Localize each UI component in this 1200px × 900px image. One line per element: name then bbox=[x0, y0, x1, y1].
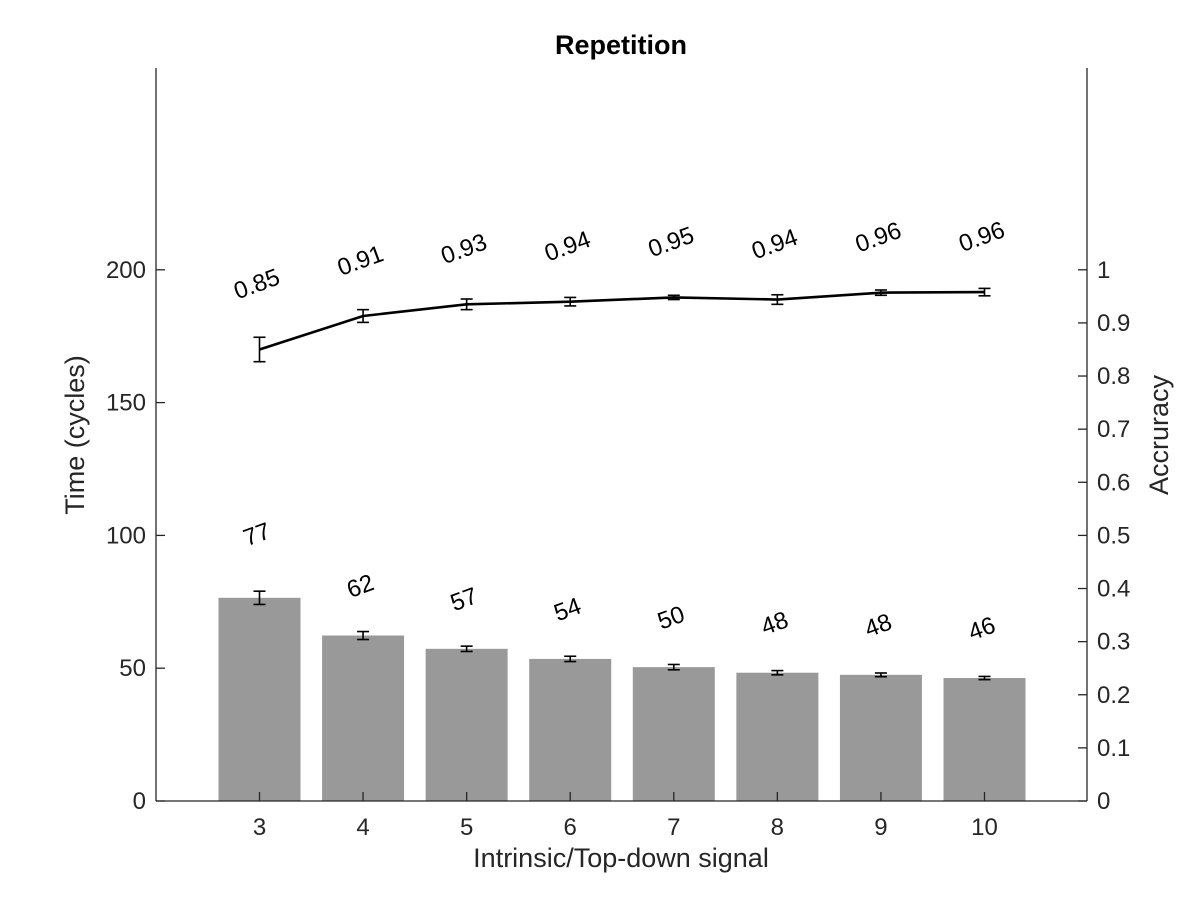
accuracy-error-6 bbox=[564, 296, 577, 307]
x-tick-label-6: 6 bbox=[564, 814, 577, 841]
accuracy-error-4 bbox=[357, 308, 370, 324]
accuracy-error-7 bbox=[667, 294, 680, 301]
accuracy-error-5 bbox=[460, 298, 473, 311]
accuracy-label-10: 0.96 bbox=[955, 216, 1008, 257]
accuracy-label-5: 0.93 bbox=[438, 229, 491, 270]
bar-6 bbox=[529, 658, 612, 801]
y2-tick-label-0.1: 0.1 bbox=[1097, 735, 1130, 762]
y-tick-label-150: 150 bbox=[106, 390, 146, 417]
y2-tick-label-1: 1 bbox=[1097, 257, 1110, 284]
y2-tick-label-0.6: 0.6 bbox=[1097, 469, 1130, 496]
axes-layer bbox=[155, 68, 1088, 802]
bar-value-labels: 77 62 57 54 50 48 48 46 bbox=[240, 518, 999, 647]
bar-error-4 bbox=[357, 630, 370, 641]
bars-layer bbox=[218, 597, 1026, 801]
y2-tick-label-0.2: 0.2 bbox=[1097, 682, 1130, 709]
bar-label-5: 57 bbox=[447, 583, 481, 618]
y2-tick-label-0.8: 0.8 bbox=[1097, 363, 1130, 390]
y2-tick-label-0.5: 0.5 bbox=[1097, 522, 1130, 549]
accuracy-error-3 bbox=[253, 336, 266, 363]
y2-tick-label-0.4: 0.4 bbox=[1097, 576, 1130, 603]
accuracy-label-8: 0.94 bbox=[748, 224, 801, 265]
bar-label-9: 48 bbox=[861, 609, 895, 644]
bar-10 bbox=[943, 678, 1026, 801]
accuracy-label-4: 0.91 bbox=[334, 240, 387, 281]
y-tick-label-50: 50 bbox=[119, 655, 146, 682]
x-tick-label-8: 8 bbox=[771, 814, 784, 841]
x-tick-label-10: 10 bbox=[971, 814, 998, 841]
bar-label-7: 50 bbox=[654, 601, 688, 636]
bar-error-6 bbox=[564, 655, 577, 663]
x-tick-label-4: 4 bbox=[356, 814, 369, 841]
y2-tick-label-0.9: 0.9 bbox=[1097, 310, 1130, 337]
y2-tick-label-0.7: 0.7 bbox=[1097, 416, 1130, 443]
accuracy-line bbox=[259, 290, 985, 351]
bar-label-8: 48 bbox=[758, 606, 792, 641]
bar-error-9 bbox=[874, 672, 887, 678]
bar-3 bbox=[218, 597, 301, 801]
bar-error-7 bbox=[667, 663, 680, 671]
bar-error-5 bbox=[460, 645, 473, 653]
x-tick-label-9: 9 bbox=[874, 814, 887, 841]
y2-tick-label-0: 0 bbox=[1097, 788, 1110, 815]
y2-tick-label-0.3: 0.3 bbox=[1097, 629, 1130, 656]
accuracy-line-layer bbox=[253, 287, 991, 363]
bar-5 bbox=[425, 648, 508, 801]
y-tick-label-200: 200 bbox=[106, 257, 146, 284]
bar-label-4: 62 bbox=[343, 569, 377, 604]
bar-error-3 bbox=[253, 590, 266, 606]
bar-4 bbox=[322, 635, 405, 801]
accuracy-label-9: 0.96 bbox=[852, 217, 905, 258]
accuracy-label-7: 0.95 bbox=[645, 222, 698, 263]
chart-title: Repetition bbox=[555, 30, 687, 60]
bar-error-bars bbox=[253, 590, 991, 681]
bar-8 bbox=[736, 672, 819, 801]
x-tick-label-7: 7 bbox=[667, 814, 680, 841]
y-tick-label-0: 0 bbox=[133, 788, 146, 815]
x-axis-label: Intrinsic/Top-down signal bbox=[473, 843, 769, 873]
accuracy-error-10 bbox=[978, 287, 991, 297]
x-tick-label-5: 5 bbox=[460, 814, 473, 841]
x-tick-label-3: 3 bbox=[253, 814, 266, 841]
bar-label-3: 77 bbox=[240, 518, 274, 553]
bar-label-10: 46 bbox=[965, 612, 999, 647]
accuracy-label-3: 0.85 bbox=[230, 264, 283, 305]
bar-7 bbox=[632, 667, 715, 801]
bar-9 bbox=[839, 674, 922, 801]
accuracy-label-6: 0.94 bbox=[541, 226, 594, 267]
bar-error-8 bbox=[771, 669, 784, 676]
accuracy-error-9 bbox=[874, 289, 887, 297]
y2-axis-label: Accruracy bbox=[1144, 374, 1174, 495]
bar-error-10 bbox=[978, 675, 991, 681]
bar-label-6: 54 bbox=[550, 593, 584, 628]
y-tick-label-100: 100 bbox=[106, 522, 146, 549]
ticks-layer: 3 4 5 6 7 8 9 1005010015020000.10.20.30.40.50.6… bbox=[106, 257, 1130, 841]
accuracy-error-8 bbox=[771, 293, 784, 306]
y-axis-label: Time (cycles) bbox=[60, 355, 90, 515]
